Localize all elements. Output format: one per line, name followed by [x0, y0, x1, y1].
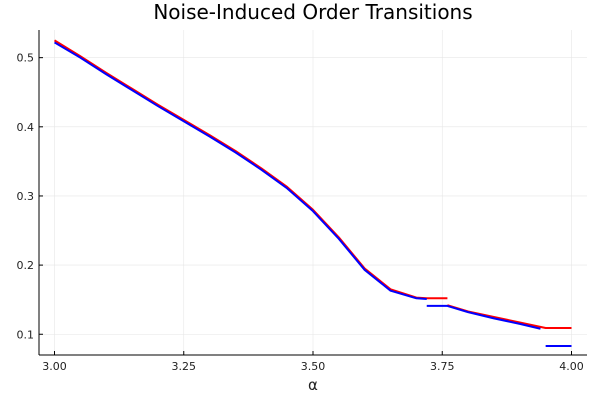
ticks-layer: 3.00 3.25 3.50 3.75 4.00 0.1 0.2 0.3 0.4 0.5	[17, 52, 584, 373]
chart-title: Noise-Induced Order Transitions	[153, 0, 472, 24]
y-tick-label: 0.4	[17, 121, 35, 134]
x-tick-label: 3.50	[301, 360, 326, 373]
y-tick-label: 0.5	[17, 52, 35, 65]
x-tick-label: 3.00	[42, 360, 67, 373]
grid-layer	[39, 30, 587, 355]
series-2-segment-2	[426, 304, 541, 330]
x-axis-label: α	[308, 376, 318, 394]
y-tick-label: 0.1	[17, 328, 35, 341]
y-tick-label: 0.3	[17, 190, 35, 203]
series-2-segment-1	[54, 41, 427, 300]
series-1-segment-1	[53, 39, 448, 300]
series-1-segment-2	[447, 304, 572, 330]
x-tick-label: 3.25	[172, 360, 197, 373]
series-layer	[53, 39, 572, 348]
y-tick-label: 0.2	[17, 259, 35, 272]
x-tick-label: 3.75	[430, 360, 455, 373]
x-tick-label: 4.00	[559, 360, 584, 373]
